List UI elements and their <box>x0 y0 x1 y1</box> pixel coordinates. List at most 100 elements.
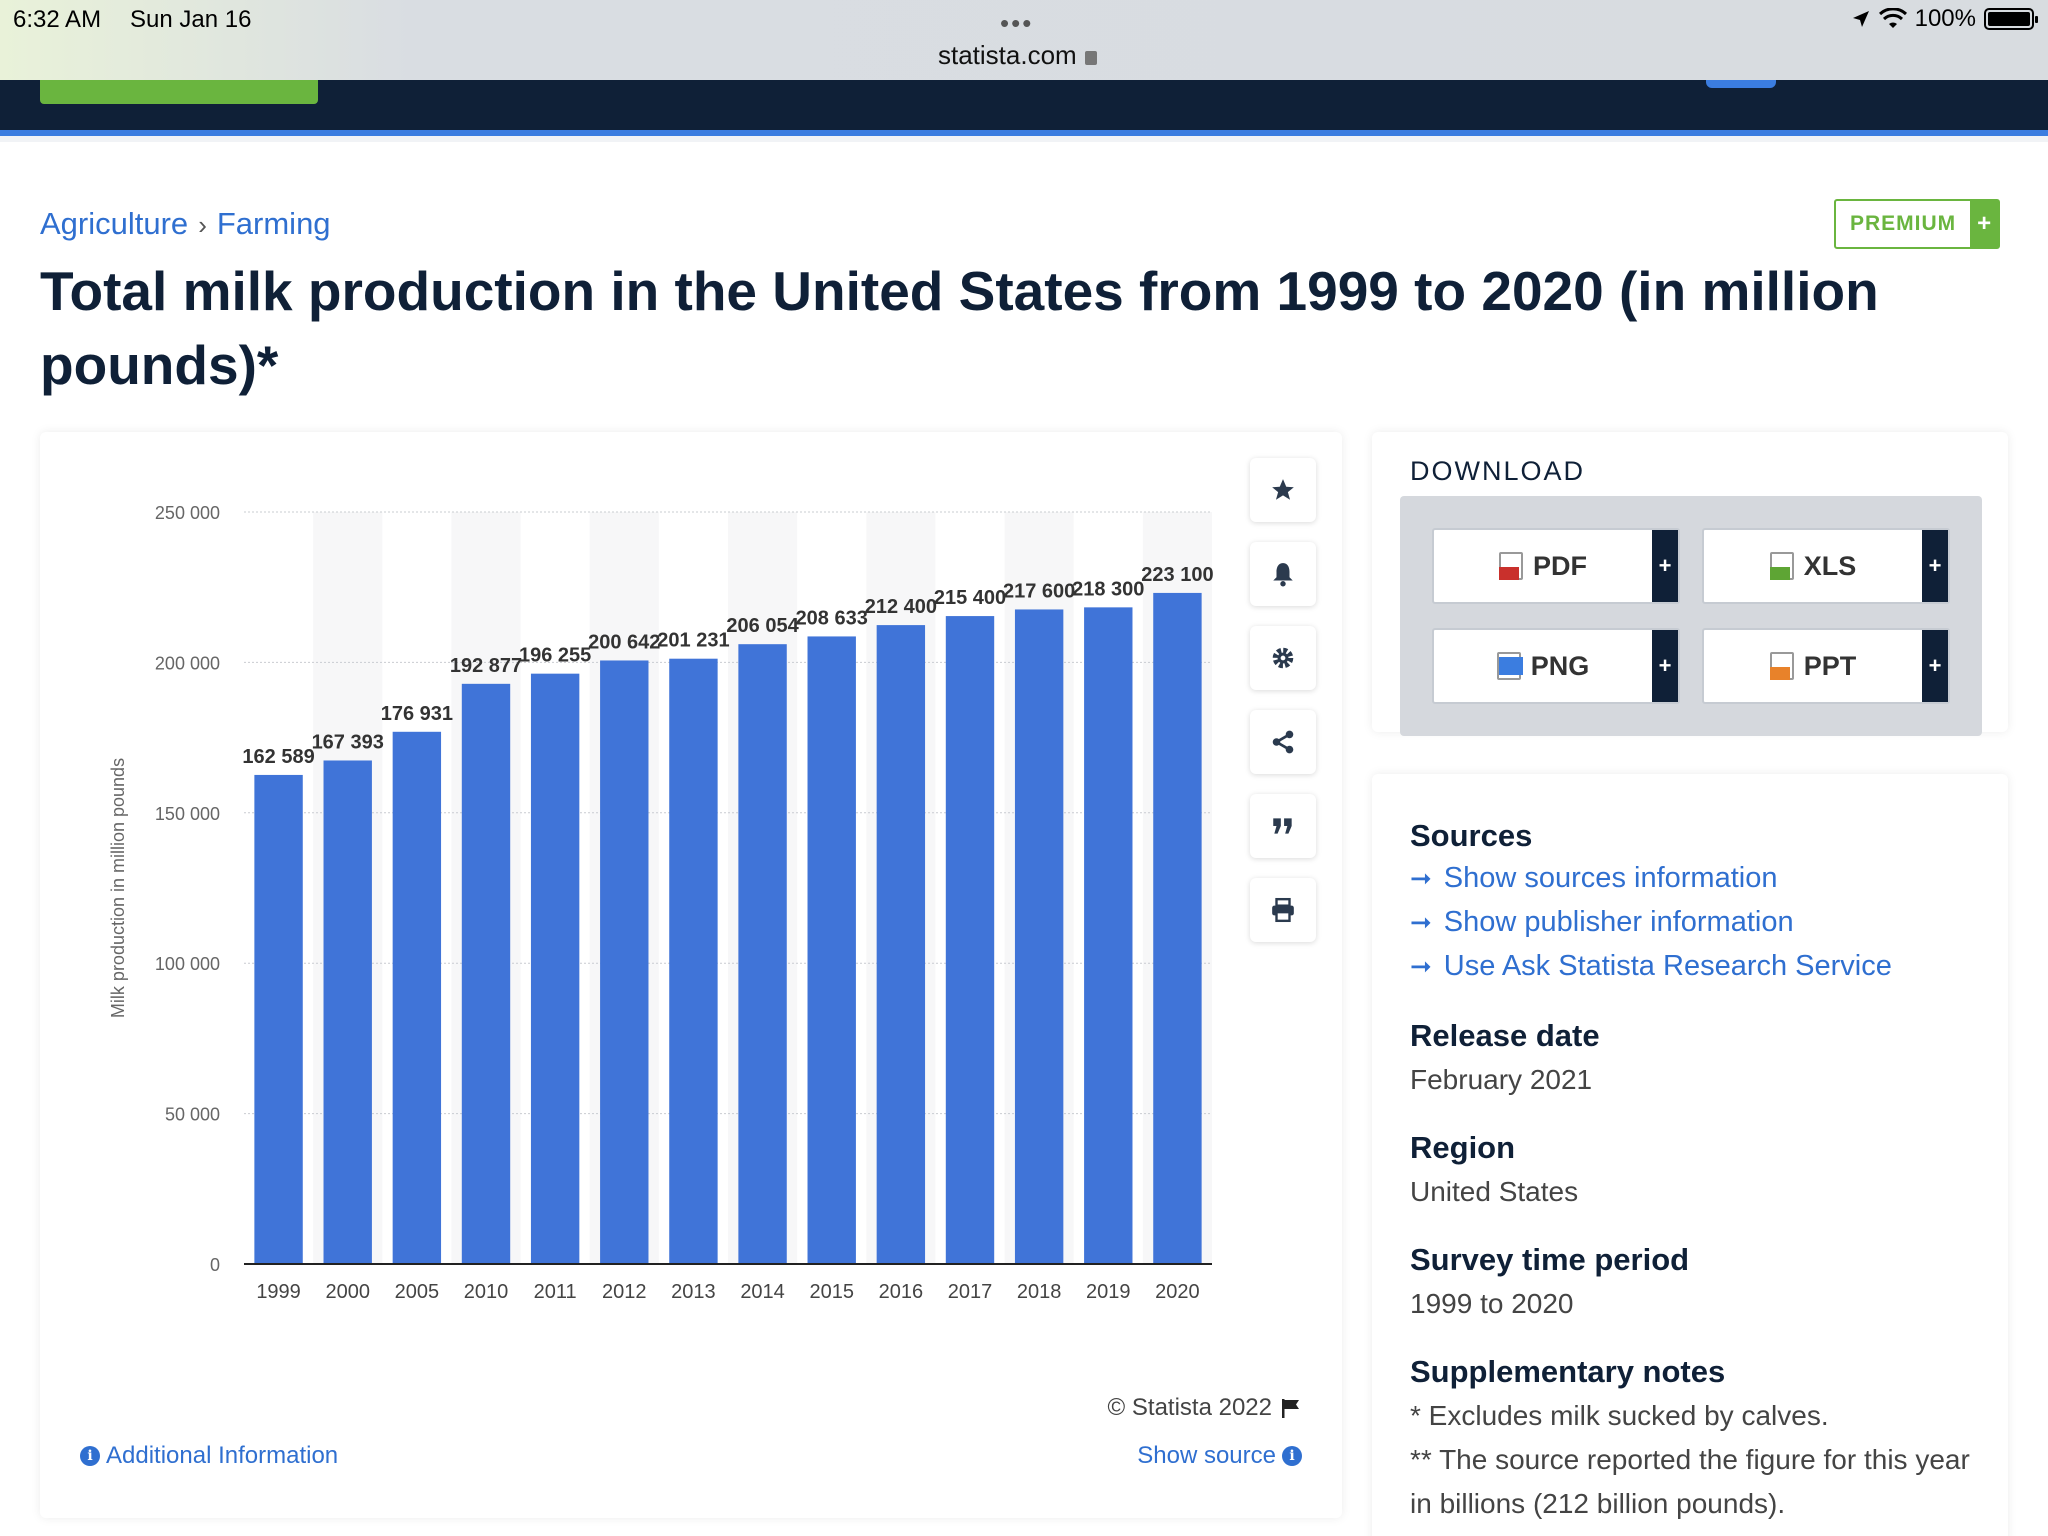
download-png-button[interactable]: PNG + <box>1432 628 1680 704</box>
address-bar[interactable]: statista.com <box>938 40 1097 71</box>
bell-icon <box>1273 563 1293 587</box>
url-text: statista.com <box>938 40 1077 70</box>
sources-heading: Sources <box>1410 818 1533 853</box>
info-icon: i <box>80 1446 100 1466</box>
wifi-icon <box>1878 8 1907 28</box>
copyright-text: © Statista 2022 <box>1107 1394 1272 1421</box>
chart-card: 0 50 000 100 000 150 000 200 000 250 000 Milk … <box>40 432 1342 1518</box>
x-tick-label: 2011 <box>534 1281 577 1303</box>
download-pdf-main[interactable]: PDF <box>1434 551 1652 582</box>
x-tick-label: 2014 <box>740 1281 785 1303</box>
png-plus-button[interactable]: + <box>1652 630 1678 702</box>
x-tick-label: 2016 <box>879 1281 924 1303</box>
download-xls-main[interactable]: XLS <box>1704 551 1922 582</box>
status-time: 6:32 AM <box>13 6 102 33</box>
bar <box>738 644 787 1264</box>
notification-button[interactable] <box>1250 542 1316 606</box>
download-pdf-button[interactable]: PDF + <box>1432 528 1680 604</box>
ask-statista-label: Use Ask Statista Research Service <box>1443 950 1892 982</box>
statistic-details-card: Sources ➞ Show sources information ➞ Show … <box>1372 774 2008 1536</box>
pdf-label: PDF <box>1533 550 1587 581</box>
ask-statista-link[interactable]: ➞ Use Ask Statista Research Service <box>1410 950 1892 983</box>
cite-button[interactable] <box>1250 794 1316 858</box>
battery-icon <box>1984 8 2038 30</box>
show-source-label: Show source <box>1137 1442 1276 1469</box>
ppt-file-icon <box>1769 652 1794 680</box>
x-tick-label: 2005 <box>395 1281 440 1303</box>
xls-plus-button[interactable]: + <box>1922 530 1948 602</box>
status-right: 100% <box>1851 5 2038 33</box>
show-source-link[interactable]: Show source i <box>1137 1442 1302 1470</box>
x-tick-label: 1999 <box>256 1281 301 1303</box>
download-ppt-main[interactable]: PPT <box>1704 651 1922 682</box>
x-tick-label: 2017 <box>948 1281 993 1303</box>
show-sources-link[interactable]: ➞ Show sources information <box>1410 862 1777 895</box>
arrow-right-icon: ➞ <box>1410 863 1432 893</box>
plus-icon: + <box>1970 201 1999 247</box>
ppt-plus-button[interactable]: + <box>1922 630 1948 702</box>
data-label: 200 642 <box>588 631 660 653</box>
favorite-button[interactable] <box>1250 458 1316 522</box>
printer-icon <box>1272 897 1294 923</box>
nav-green-button[interactable] <box>40 80 318 104</box>
data-label: 217 600 <box>1003 580 1075 602</box>
chart-toolbar <box>1250 458 1318 962</box>
additional-information-link[interactable]: i Additional Information <box>80 1442 338 1470</box>
data-label: 223 100 <box>1141 564 1213 586</box>
bar <box>876 625 926 1264</box>
x-tick-label: 2000 <box>325 1281 370 1303</box>
download-ppt-button[interactable]: PPT + <box>1702 628 1950 704</box>
region-heading: Region <box>1410 1130 1516 1165</box>
flag-icon[interactable] <box>1280 1397 1302 1419</box>
breadcrumb-farming[interactable]: Farming <box>216 206 331 241</box>
bar <box>807 636 856 1264</box>
survey-period-value: 1999 to 2020 <box>1410 1288 1574 1319</box>
page-content: Agriculture › Farming PREMIUM + Total milk… <box>0 142 2048 1536</box>
data-label: 192 877 <box>450 655 522 677</box>
location-icon <box>1852 11 1869 27</box>
star-icon <box>1272 479 1294 500</box>
data-label: 162 589 <box>242 746 314 768</box>
xls-file-icon <box>1769 552 1794 580</box>
x-tick-label: 2020 <box>1155 1281 1200 1303</box>
bar <box>1084 607 1133 1264</box>
pdf-plus-button[interactable]: + <box>1652 530 1678 602</box>
x-tick-label: 2012 <box>602 1281 647 1303</box>
breadcrumb-separator: › <box>198 210 207 240</box>
breadcrumb: Agriculture › Farming <box>40 206 331 242</box>
data-label: 212 400 <box>865 596 937 618</box>
data-label: 206 054 <box>726 615 799 637</box>
more-dots-icon[interactable]: ••• <box>1000 8 1034 38</box>
breadcrumb-agriculture[interactable]: Agriculture <box>40 206 189 241</box>
png-label: PNG <box>1530 650 1590 681</box>
download-xls-button[interactable]: XLS + <box>1702 528 1950 604</box>
nav-blue-button[interactable] <box>1706 80 1776 88</box>
xls-label: XLS <box>1803 550 1857 581</box>
data-label: 196 255 <box>519 645 591 667</box>
bar <box>254 774 303 1264</box>
bar <box>945 616 995 1264</box>
show-publisher-link[interactable]: ➞ Show publisher information <box>1410 906 1794 939</box>
region-value: United States <box>1410 1176 1579 1207</box>
bar <box>1153 592 1202 1264</box>
x-tick-label: 2013 <box>671 1281 716 1303</box>
data-label: 167 393 <box>312 731 384 753</box>
bar <box>530 673 580 1264</box>
share-button[interactable] <box>1250 710 1316 774</box>
release-date-heading: Release date <box>1410 1018 1600 1053</box>
download-png-main[interactable]: PNG <box>1434 651 1652 682</box>
survey-period-heading: Survey time period <box>1410 1242 1690 1277</box>
print-button[interactable] <box>1250 878 1316 942</box>
additional-information-label: Additional Information <box>106 1442 339 1469</box>
battery-percent: 100% <box>1914 5 1976 32</box>
premium-badge[interactable]: PREMIUM + <box>1834 199 2001 249</box>
bar <box>600 660 649 1264</box>
premium-label: PREMIUM <box>1850 212 1957 235</box>
png-file-icon <box>1496 652 1523 680</box>
bar-chart: 0 50 000 100 000 150 000 200 000 250 000 Milk … <box>108 503 1214 1303</box>
data-label: 176 931 <box>381 703 453 725</box>
bar <box>323 760 372 1264</box>
bar <box>392 731 442 1264</box>
data-label: 201 231 <box>657 630 729 652</box>
settings-button[interactable] <box>1250 626 1316 690</box>
